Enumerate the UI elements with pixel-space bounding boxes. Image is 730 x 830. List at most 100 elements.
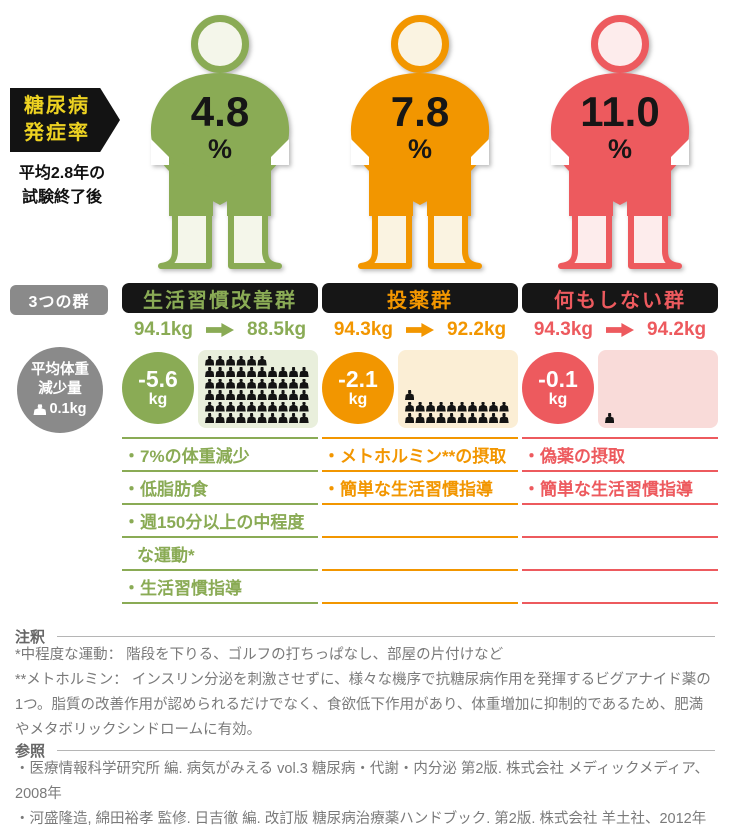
weight-icon [267, 401, 278, 412]
weight-icon-row [205, 378, 311, 389]
weight-icon [436, 413, 446, 423]
weight-icon-row [405, 413, 511, 423]
weight-change-row: 94.3kg 94.2kg [522, 317, 718, 343]
weight-pictogram-box [598, 350, 718, 428]
weight-icon [225, 390, 236, 400]
group-header: 投薬群 [322, 283, 518, 313]
weight-icon [405, 390, 415, 400]
weight-icon [446, 401, 457, 412]
weight-icon [257, 378, 267, 389]
weight-icon [205, 355, 215, 366]
list-row: ・低脂肪食 [122, 472, 318, 505]
weight-icon [405, 413, 415, 423]
list-row [522, 505, 718, 538]
weight-icon [205, 401, 215, 412]
weight-icon-row [205, 401, 311, 412]
column-lifestyle-group: 4.8 % 生活習慣改善群 94.1kg 88.5kg -5.6 kg ・7%の… [122, 0, 318, 640]
weight-icon [236, 390, 246, 400]
weight-icon [267, 378, 278, 389]
person-icon [150, 15, 290, 269]
weight-icon [215, 378, 225, 389]
weight-icon [488, 413, 499, 423]
rate-value: 7.8 [390, 88, 450, 135]
weight-icon [436, 401, 446, 412]
badge-title-line: 糖尿病 [24, 95, 90, 117]
weight-before: 94.3kg [533, 319, 593, 340]
weight-icon [278, 367, 288, 377]
intervention-list: ・メトホルミン**の摂取 ・簡単な生活習慣指導 [322, 437, 518, 604]
note-line: **メトホルミン： インスリン分泌を刺激させずに、様々な機序で抗糖尿病作用を発揮… [15, 672, 711, 738]
weight-icon [288, 390, 299, 400]
weight-icon [246, 355, 257, 366]
weight-icon [488, 401, 499, 412]
list-row: ・週150分以上の中程度 [122, 505, 318, 538]
weight-icon [278, 390, 288, 400]
avg-weight-loss-circle: 平均体重 減少量 0.1kg [17, 347, 103, 433]
weight-icon [267, 367, 278, 377]
weight-icon [236, 401, 246, 412]
rate-unit: % [407, 134, 432, 165]
loss-circle: -2.1 kg [322, 352, 394, 424]
weight-icon [225, 355, 236, 366]
weight-before: 94.1kg [133, 319, 193, 340]
loss-unit: kg [148, 390, 168, 408]
incidence-rate: 11.0 % [522, 89, 718, 165]
divider-line [57, 750, 715, 751]
intervention-list: ・7%の体重減少 ・低脂肪食 ・週150分以上の中程度 な運動* ・生活習慣指導 [122, 437, 318, 604]
person-icon [550, 15, 690, 269]
weight-icon [467, 413, 478, 423]
weight-pictogram-box [398, 350, 518, 428]
incidence-rate: 4.8 % [122, 88, 318, 165]
weight-icon [478, 401, 488, 412]
weight-icon [236, 413, 246, 423]
list-row: ・生活習慣指導 [122, 571, 318, 604]
list-row: ・偽薬の摂取 [522, 439, 718, 472]
group-header: 生活習慣改善群 [122, 283, 318, 313]
references-label: 参照 [15, 743, 46, 760]
weight-icon [446, 413, 457, 423]
weight-icon [499, 401, 509, 412]
weight-icon [457, 401, 467, 412]
column-control-group: 11.0 % 何もしない群 94.3kg 94.2kg -0.1 kg ・偽薬の… [522, 0, 718, 640]
weight-icon-row [205, 413, 311, 423]
weight-icon [267, 390, 278, 400]
badge-title-line: 発症率 [24, 122, 90, 144]
loss-circle: -0.1 kg [522, 352, 594, 424]
reference-line: ・河盛隆造, 綿田裕孝 監修. 日吉徹 編. 改訂版 糖尿病治療薬ハンドブック.… [15, 811, 707, 827]
rate-unit: % [207, 134, 232, 165]
weight-icon [299, 401, 309, 412]
reference-line: ・医療情報科学研究所 編. 病気がみえる vol.3 糖尿病・代謝・内分泌 第2… [15, 761, 709, 802]
list-row: ・メトホルミン**の摂取 [322, 439, 518, 472]
weight-icon [299, 413, 309, 423]
weight-icon-row [605, 413, 711, 423]
trial-note-line: 試験終了後 [21, 189, 102, 206]
weight-icon [236, 378, 246, 389]
weight-icon [215, 401, 225, 412]
group-header: 何もしない群 [522, 283, 718, 313]
weight-icon [267, 413, 278, 423]
weight-icon [288, 401, 299, 412]
rate-value: 4.8 [190, 88, 250, 135]
loss-circle: -5.6 kg [122, 352, 194, 424]
list-row [322, 505, 518, 538]
weight-icon [236, 367, 246, 377]
weight-change-row: 94.1kg 88.5kg [122, 317, 318, 343]
weight-icon [246, 413, 257, 423]
weight-icon-row [205, 390, 311, 400]
incidence-rate: 7.8 % [322, 88, 518, 165]
references-text: ・医療情報科学研究所 編. 病気がみえる vol.3 糖尿病・代謝・内分泌 第2… [15, 757, 717, 830]
weight-after: 94.2kg [647, 319, 707, 340]
weight-icon [215, 390, 225, 400]
trial-note-line: 平均2.8年の [18, 165, 106, 182]
weight-icon [415, 413, 425, 423]
loss-value: -2.1 [338, 366, 378, 393]
divider-line [57, 636, 715, 637]
avg-loss-label-line: 平均体重 [31, 361, 89, 378]
rate-unit: % [607, 134, 632, 165]
weight-icon-row [405, 401, 511, 412]
weight-icon [478, 413, 488, 423]
weight-icon [225, 413, 236, 423]
weight-icon [288, 378, 299, 389]
weight-icon [499, 413, 509, 423]
weight-icon [299, 378, 309, 389]
